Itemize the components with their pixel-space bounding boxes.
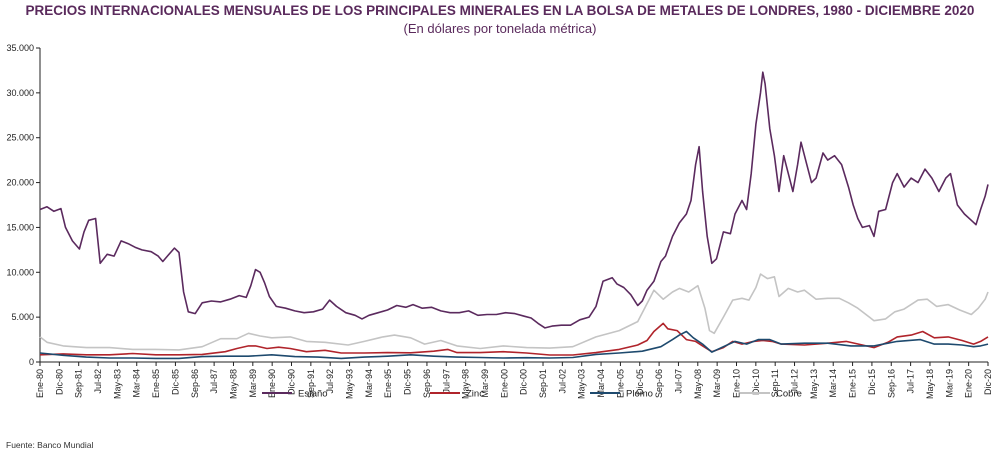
- x-tick-label: Dic-05: [635, 369, 645, 395]
- series-line-estano: [39, 71, 989, 329]
- series-line-zinc: [39, 322, 989, 356]
- x-tick-label: Sep-81: [74, 369, 84, 398]
- x-tick-label: Dic-15: [867, 369, 877, 395]
- x-tick-label: Jul-12: [790, 369, 800, 394]
- chart-axes: 0 5.000 10.000 15.000 20.000 25.000 30.000 35.0…: [6, 43, 993, 399]
- x-tick-label: Mar-99: [480, 369, 490, 398]
- x-tick-label: Sep-06: [654, 369, 664, 398]
- x-tick-label: Dic-90: [287, 369, 297, 395]
- x-tick-label: Mar-94: [364, 369, 374, 398]
- x-tick-label: Jul-97: [441, 369, 451, 394]
- x-tick-label: Ene-85: [151, 369, 161, 398]
- legend-label: Zinc: [466, 389, 484, 400]
- x-tick-label: Jul-02: [557, 369, 567, 394]
- y-tick-label: 10.000: [6, 267, 34, 277]
- x-tick-label: Jul-82: [93, 369, 103, 394]
- x-tick-label: Sep-01: [538, 369, 548, 398]
- x-tick-label: Ene-00: [499, 369, 509, 398]
- x-tick-label: Mar-09: [712, 369, 722, 398]
- x-tick-label: Dic-95: [403, 369, 413, 395]
- series-line-plomo: [39, 330, 989, 360]
- x-tick-label: May-03: [577, 369, 587, 399]
- chart-series: [39, 71, 989, 360]
- series-line-cobre: [39, 273, 989, 351]
- chart-title: PRECIOS INTERNACIONALES MENSUALES DE LOS…: [25, 3, 975, 18]
- x-tick-label: May-93: [345, 369, 355, 399]
- x-tick-label: Ene-80: [35, 369, 45, 398]
- x-tick-label: Mar-14: [828, 369, 838, 398]
- x-tick-label: Ene-15: [848, 369, 858, 398]
- x-tick-label: Ene-05: [615, 369, 625, 398]
- legend-label: Estaño: [298, 389, 328, 400]
- x-tick-label: Dic-85: [170, 369, 180, 395]
- x-tick-label: Ene-95: [383, 369, 393, 398]
- x-tick-label: Jul-87: [209, 369, 219, 394]
- y-tick-label: 0: [29, 357, 34, 367]
- legend-label: Plomo: [626, 389, 653, 400]
- y-tick-label: 20.000: [6, 178, 34, 188]
- x-tick-label: Mar-84: [132, 369, 142, 398]
- x-tick-label: Mar-19: [944, 369, 954, 398]
- x-tick-label: Dic-00: [519, 369, 529, 395]
- x-tick-label: Sep-96: [422, 369, 432, 398]
- y-tick-label: 35.000: [6, 43, 34, 53]
- x-tick-label: Ene-10: [731, 369, 741, 398]
- x-tick-label: Dic-10: [751, 369, 761, 395]
- x-tick-label: Dic-20: [983, 369, 993, 395]
- y-tick-label: 30.000: [6, 88, 34, 98]
- x-tick-label: Ene-90: [267, 369, 277, 398]
- y-tick-label: 5.000: [11, 312, 34, 322]
- x-tick-label: Sep-16: [886, 369, 896, 398]
- x-tick-label: Sep-11: [770, 369, 780, 397]
- x-tick-label: Ene-20: [964, 369, 974, 398]
- chart-subtitle: (En dólares por tonelada métrica): [403, 21, 597, 36]
- x-tick-label: Sep-91: [306, 369, 316, 398]
- chart-legend: Estaño Zinc Plomo Cobre: [262, 389, 802, 400]
- x-tick-label: Dic-80: [54, 369, 64, 395]
- x-tick-label: Mar-89: [248, 369, 258, 398]
- x-tick-label: Jul-17: [906, 369, 916, 394]
- x-tick-label: Jul-92: [325, 369, 335, 394]
- x-tick-label: May-08: [693, 369, 703, 399]
- source-note: Fuente: Banco Mundial: [6, 440, 94, 450]
- x-tick-label: May-88: [228, 369, 238, 399]
- x-tick-label: May-98: [461, 369, 471, 399]
- x-tick-label: Mar-04: [596, 369, 606, 398]
- legend-label: Cobre: [776, 389, 802, 400]
- x-tick-label: May-83: [112, 369, 122, 399]
- y-tick-label: 25.000: [6, 133, 34, 143]
- x-tick-label: Jul-07: [673, 369, 683, 394]
- x-tick-label: Sep-86: [190, 369, 200, 398]
- x-tick-label: May-18: [925, 369, 935, 399]
- x-tick-label: May-13: [809, 369, 819, 399]
- y-tick-label: 15.000: [6, 222, 34, 232]
